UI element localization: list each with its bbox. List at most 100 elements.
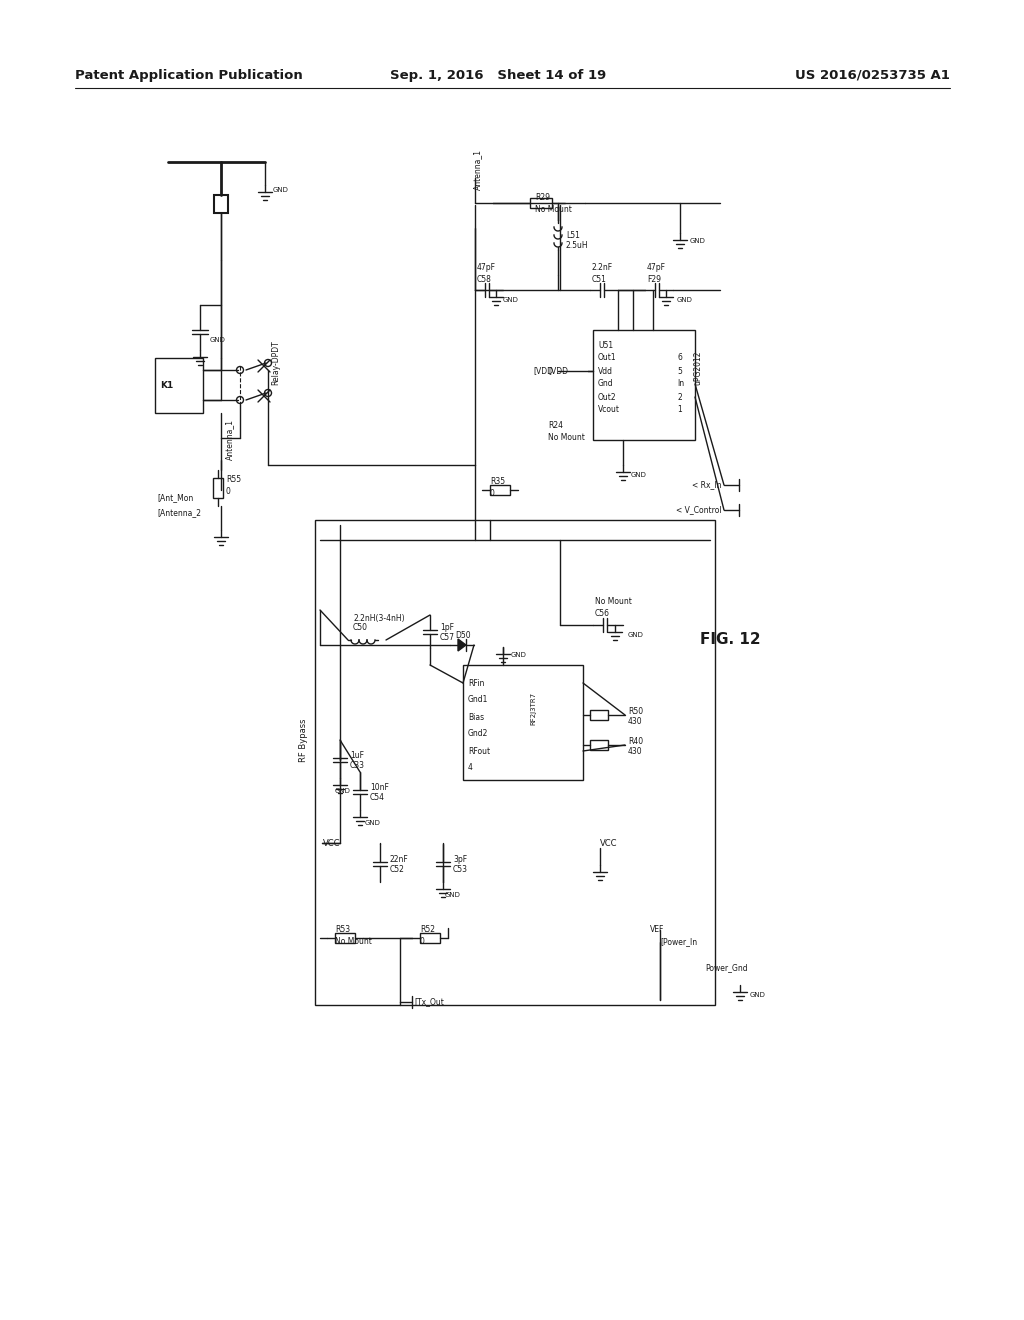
Text: VCC: VCC: [600, 838, 617, 847]
Text: Out2: Out2: [598, 392, 616, 401]
Bar: [530, 198, 552, 209]
Text: GND: GND: [445, 892, 461, 898]
Bar: [213, 478, 223, 498]
Text: uPG2012: uPG2012: [693, 351, 702, 385]
Text: Out1: Out1: [598, 354, 616, 363]
Text: RF2J3TR7: RF2J3TR7: [530, 692, 536, 725]
Text: [VDD: [VDD: [534, 367, 553, 375]
Text: R35: R35: [490, 478, 505, 487]
Text: GND: GND: [750, 993, 766, 998]
Text: [Ant_Mon: [Ant_Mon: [157, 494, 194, 503]
Text: C58: C58: [477, 275, 492, 284]
Text: Antenna_1: Antenna_1: [473, 149, 482, 190]
Text: L51: L51: [566, 231, 580, 239]
Text: C52: C52: [390, 866, 404, 874]
Text: U51: U51: [598, 341, 613, 350]
Text: Relay-DPDT: Relay-DPDT: [271, 341, 281, 385]
Text: GND: GND: [628, 632, 644, 638]
Text: Gnd1: Gnd1: [468, 696, 488, 705]
Text: R50: R50: [628, 708, 643, 717]
Text: 22nF: 22nF: [390, 855, 409, 865]
Text: R40: R40: [628, 738, 643, 747]
Text: FIG. 12: FIG. 12: [700, 632, 761, 648]
Text: K1: K1: [160, 380, 173, 389]
Text: Gnd: Gnd: [598, 380, 613, 388]
Text: Vdd: Vdd: [598, 367, 613, 375]
Text: C56: C56: [595, 609, 610, 618]
Text: [Antenna_2: [Antenna_2: [157, 508, 201, 517]
Text: < Rx_In: < Rx_In: [692, 480, 722, 490]
Text: Antenna_1: Antenna_1: [225, 418, 234, 459]
Text: C33: C33: [350, 762, 365, 771]
Text: 10nF: 10nF: [370, 784, 389, 792]
Text: R29: R29: [535, 194, 550, 202]
Text: US 2016/0253735 A1: US 2016/0253735 A1: [795, 69, 950, 82]
Text: RFout: RFout: [468, 747, 490, 755]
Text: RFin: RFin: [468, 678, 484, 688]
Text: 1uF: 1uF: [350, 751, 364, 760]
Text: C54: C54: [370, 793, 385, 803]
Text: R53: R53: [335, 925, 350, 935]
Bar: [463, 665, 583, 780]
Text: 430: 430: [628, 718, 643, 726]
Text: 0: 0: [226, 487, 230, 496]
Bar: [490, 484, 510, 495]
Bar: [335, 933, 355, 942]
Text: C57: C57: [440, 634, 455, 643]
Text: 47pF: 47pF: [647, 264, 666, 272]
Text: 5: 5: [677, 367, 682, 375]
Bar: [155, 358, 203, 413]
Text: In: In: [677, 380, 684, 388]
Text: VEF: VEF: [650, 925, 665, 935]
Text: C53: C53: [453, 866, 468, 874]
Text: GND: GND: [511, 652, 527, 657]
Bar: [420, 933, 440, 942]
Text: GND: GND: [365, 820, 381, 826]
Text: 0: 0: [420, 937, 425, 946]
Text: 1: 1: [677, 405, 682, 414]
Bar: [590, 710, 608, 719]
Text: 47pF: 47pF: [477, 264, 496, 272]
Bar: [214, 195, 228, 213]
Text: 2.2nF: 2.2nF: [592, 264, 613, 272]
Text: 0: 0: [490, 490, 495, 499]
Text: Bias: Bias: [468, 713, 484, 722]
Text: [Power_In: [Power_In: [660, 937, 697, 946]
Text: GND: GND: [690, 238, 706, 244]
Polygon shape: [458, 639, 466, 651]
Text: Gnd2: Gnd2: [468, 730, 488, 738]
Text: No Mount: No Mount: [595, 598, 632, 606]
Text: No Mount: No Mount: [535, 206, 571, 214]
Bar: [590, 741, 608, 750]
Text: Sep. 1, 2016   Sheet 14 of 19: Sep. 1, 2016 Sheet 14 of 19: [390, 69, 606, 82]
Text: R24: R24: [548, 421, 563, 429]
Text: < V_Control: < V_Control: [677, 506, 722, 515]
Text: C51: C51: [592, 275, 607, 284]
Text: 3pF: 3pF: [453, 855, 467, 865]
Text: 2.5uH: 2.5uH: [566, 242, 589, 251]
Text: Power_Gnd: Power_Gnd: [705, 964, 748, 973]
Text: 2: 2: [677, 392, 682, 401]
Text: RF Bypass: RF Bypass: [299, 718, 307, 762]
Text: [Tx_Out: [Tx_Out: [414, 998, 443, 1006]
Text: F29: F29: [647, 275, 662, 284]
Text: VCC: VCC: [323, 838, 341, 847]
Text: GND: GND: [273, 187, 289, 193]
Text: R55: R55: [226, 475, 241, 484]
Text: D50: D50: [455, 631, 471, 639]
Text: No Mount: No Mount: [548, 433, 585, 442]
Text: GND: GND: [335, 788, 351, 795]
Text: Vcout: Vcout: [598, 405, 620, 414]
Text: GND: GND: [210, 337, 226, 343]
Bar: [315, 520, 715, 1005]
Text: 430: 430: [628, 747, 643, 756]
Text: 4: 4: [468, 763, 473, 772]
Text: C50: C50: [353, 623, 368, 632]
Text: R52: R52: [420, 925, 435, 935]
Text: GND: GND: [677, 297, 693, 304]
Bar: [593, 330, 695, 440]
Text: [VDD: [VDD: [548, 367, 568, 375]
Text: Patent Application Publication: Patent Application Publication: [75, 69, 303, 82]
Text: 6: 6: [677, 354, 682, 363]
Text: GND: GND: [631, 473, 647, 478]
